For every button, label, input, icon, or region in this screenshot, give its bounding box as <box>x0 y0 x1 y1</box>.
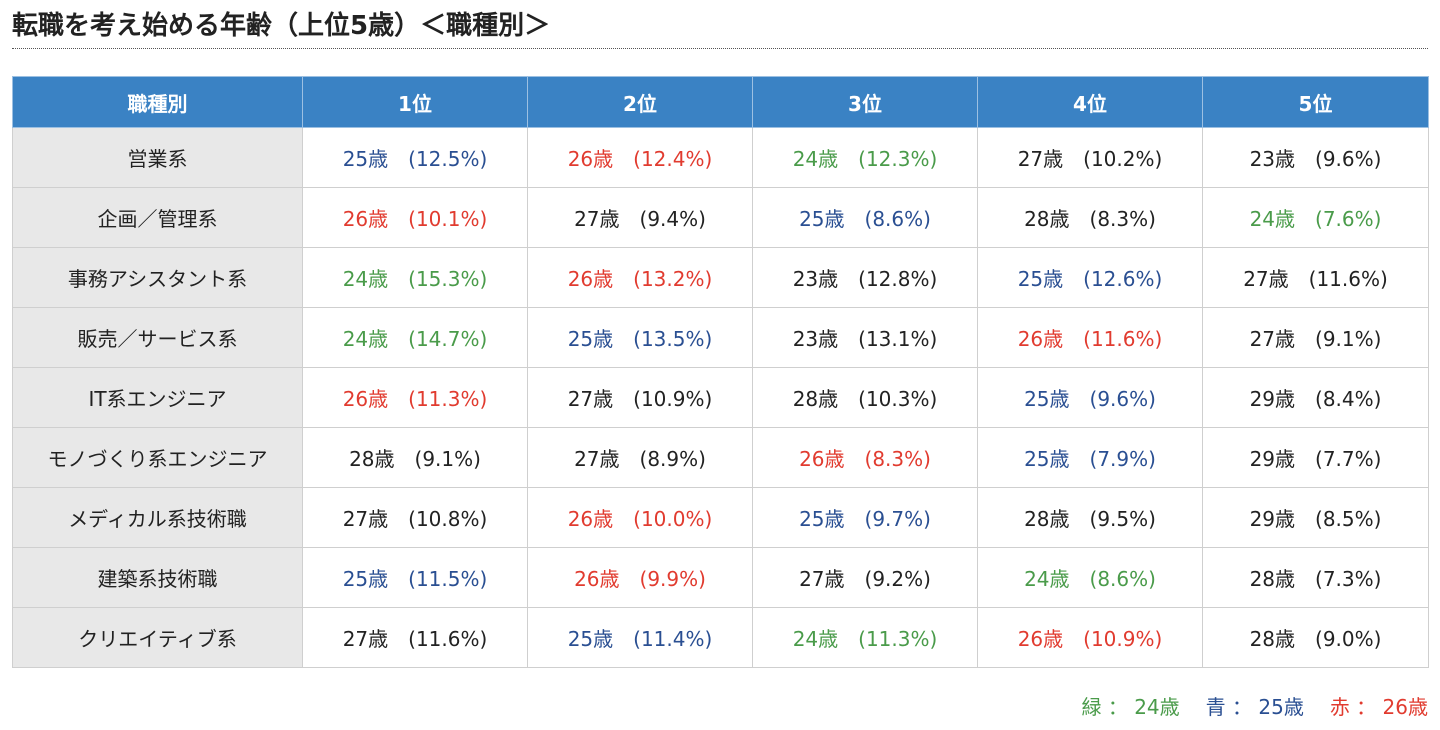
table-cell: 25歳 (9.6%) <box>977 367 1203 428</box>
table-cell: 24歳 (15.3%) <box>302 247 528 308</box>
table-cell: 28歳 (9.0%) <box>1202 607 1429 668</box>
table-cell: 25歳 (12.6%) <box>977 247 1203 308</box>
header-rank-5: 5位 <box>1202 76 1429 128</box>
table-cell: 25歳 (11.4%) <box>527 607 753 668</box>
row-label: 営業系 <box>12 127 303 188</box>
table-cell: 24歳 (11.3%) <box>752 607 978 668</box>
legend-item: 緑 ： 24歳 <box>1081 695 1180 719</box>
table-row: クリエイティブ系 27歳 (11.6%) 25歳 (11.4%) 24歳 (11.3%… <box>12 607 1429 668</box>
table-row: 販売／サービス系 24歳 (14.7%) 25歳 (13.5%) 23歳 (13.1%… <box>12 307 1429 368</box>
table-row: IT系エンジニア 26歳 (11.3%) 27歳 (10.9%) 28歳 (10.3%… <box>12 367 1429 428</box>
table-cell: 25歳 (7.9%) <box>977 427 1203 488</box>
table-cell: 27歳 (8.9%) <box>527 427 753 488</box>
header-rank-2: 2位 <box>527 76 753 128</box>
legend-item: 青 ： 25歳 <box>1205 695 1304 719</box>
table-cell: 26歳 (11.3%) <box>302 367 528 428</box>
table-cell: 28歳 (7.3%) <box>1202 547 1429 608</box>
row-label: モノづくり系エンジニア <box>12 427 303 488</box>
table-cell: 26歳 (10.0%) <box>527 487 753 548</box>
row-label: 販売／サービス系 <box>12 307 303 368</box>
table-cell: 28歳 (8.3%) <box>977 187 1203 248</box>
table-row: 事務アシスタント系 24歳 (15.3%) 26歳 (13.2%) 23歳 (12.8… <box>12 247 1429 308</box>
row-label: 企画／管理系 <box>12 187 303 248</box>
table-row: 建築系技術職 25歳 (11.5%) 26歳 (9.9%) 27歳 (9.2%) 24歳… <box>12 547 1429 608</box>
header-rank-3: 3位 <box>752 76 978 128</box>
table-row: メディカル系技術職 27歳 (10.8%) 26歳 (10.0%) 25歳 (9.7%… <box>12 487 1429 548</box>
table-cell: 28歳 (9.1%) <box>302 427 528 488</box>
table-cell: 25歳 (13.5%) <box>527 307 753 368</box>
table-cell: 27歳 (9.2%) <box>752 547 978 608</box>
table-cell: 28歳 (10.3%) <box>752 367 978 428</box>
table-cell: 27歳 (10.9%) <box>527 367 753 428</box>
table-header: 職種別 1位 2位 3位 4位 5位 <box>12 76 1429 128</box>
table-row: 営業系 25歳 (12.5%) 26歳 (12.4%) 24歳 (12.3%) 27歳 … <box>12 127 1429 188</box>
header-rank-4: 4位 <box>977 76 1203 128</box>
table-cell: 26歳 (8.3%) <box>752 427 978 488</box>
table-cell: 29歳 (8.5%) <box>1202 487 1429 548</box>
table-cell: 27歳 (11.6%) <box>302 607 528 668</box>
table-cell: 27歳 (9.1%) <box>1202 307 1429 368</box>
table-cell: 24歳 (12.3%) <box>752 127 978 188</box>
table-cell: 25歳 (9.7%) <box>752 487 978 548</box>
table-cell: 29歳 (7.7%) <box>1202 427 1429 488</box>
table-cell: 27歳 (10.8%) <box>302 487 528 548</box>
table-cell: 25歳 (11.5%) <box>302 547 528 608</box>
title-divider <box>12 48 1428 49</box>
table-cell: 23歳 (12.8%) <box>752 247 978 308</box>
table-row: モノづくり系エンジニア 28歳 (9.1%) 27歳 (8.9%) 26歳 (8.3%… <box>12 427 1429 488</box>
row-label: クリエイティブ系 <box>12 607 303 668</box>
table-cell: 28歳 (9.5%) <box>977 487 1203 548</box>
age-ranking-table: 職種別 1位 2位 3位 4位 5位 営業系 25歳 (12.5%) 26歳 (12… <box>12 76 1429 668</box>
row-label: メディカル系技術職 <box>12 487 303 548</box>
table-cell: 24歳 (8.6%) <box>977 547 1203 608</box>
legend-item: 赤 ： 26歳 <box>1329 695 1428 719</box>
table-cell: 26歳 (11.6%) <box>977 307 1203 368</box>
table-cell: 27歳 (9.4%) <box>527 187 753 248</box>
table-cell: 26歳 (10.1%) <box>302 187 528 248</box>
row-label: 建築系技術職 <box>12 547 303 608</box>
table-body: 営業系 25歳 (12.5%) 26歳 (12.4%) 24歳 (12.3%) 27歳 … <box>12 127 1429 668</box>
table-cell: 27歳 (10.2%) <box>977 127 1203 188</box>
table-cell: 26歳 (12.4%) <box>527 127 753 188</box>
color-legend: 緑 ： 24歳 青 ： 25歳 赤 ： 26歳 <box>1055 693 1428 721</box>
table-cell: 26歳 (13.2%) <box>527 247 753 308</box>
header-row: 職種別 1位 2位 3位 4位 5位 <box>12 76 1429 128</box>
table-cell: 24歳 (14.7%) <box>302 307 528 368</box>
table-row: 企画／管理系 26歳 (10.1%) 27歳 (9.4%) 25歳 (8.6%) 28歳… <box>12 187 1429 248</box>
table-cell: 24歳 (7.6%) <box>1202 187 1429 248</box>
table-cell: 26歳 (9.9%) <box>527 547 753 608</box>
header-rank-1: 1位 <box>302 76 528 128</box>
table-cell: 23歳 (9.6%) <box>1202 127 1429 188</box>
table-cell: 26歳 (10.9%) <box>977 607 1203 668</box>
table-cell: 25歳 (12.5%) <box>302 127 528 188</box>
row-label: 事務アシスタント系 <box>12 247 303 308</box>
table-cell: 25歳 (8.6%) <box>752 187 978 248</box>
header-job-type: 職種別 <box>12 76 303 128</box>
table-cell: 27歳 (11.6%) <box>1202 247 1429 308</box>
row-label: IT系エンジニア <box>12 367 303 428</box>
table-cell: 29歳 (8.4%) <box>1202 367 1429 428</box>
page-title: 転職を考え始める年齢（上位5歳）＜職種別＞ <box>12 11 551 41</box>
table-cell: 23歳 (13.1%) <box>752 307 978 368</box>
